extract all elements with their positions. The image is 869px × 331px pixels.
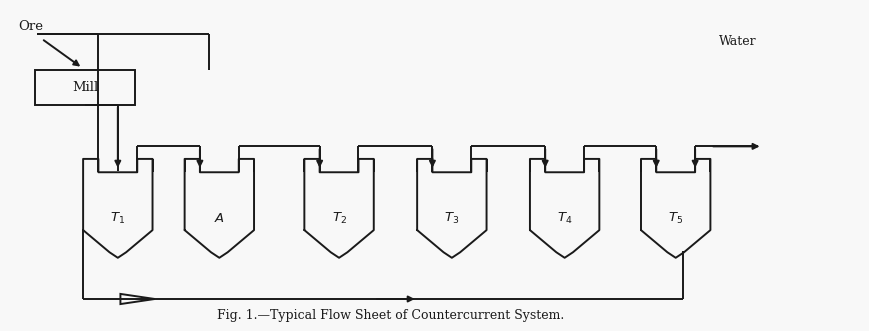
Text: $T_5$: $T_5$ xyxy=(668,211,683,226)
Text: $A$: $A$ xyxy=(214,212,225,225)
Text: $T_4$: $T_4$ xyxy=(557,211,573,226)
Text: Mill: Mill xyxy=(72,81,98,94)
Text: $T_3$: $T_3$ xyxy=(444,211,460,226)
Text: Ore: Ore xyxy=(18,21,43,33)
Text: Fig. 1.—Typical Flow Sheet of Countercurrent System.: Fig. 1.—Typical Flow Sheet of Countercur… xyxy=(217,309,565,322)
Text: $T_1$: $T_1$ xyxy=(110,211,125,226)
Bar xyxy=(36,70,136,105)
Text: $T_2$: $T_2$ xyxy=(332,211,347,226)
Text: Water: Water xyxy=(719,35,757,48)
